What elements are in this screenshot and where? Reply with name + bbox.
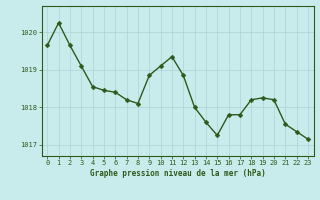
X-axis label: Graphe pression niveau de la mer (hPa): Graphe pression niveau de la mer (hPa) xyxy=(90,169,266,178)
